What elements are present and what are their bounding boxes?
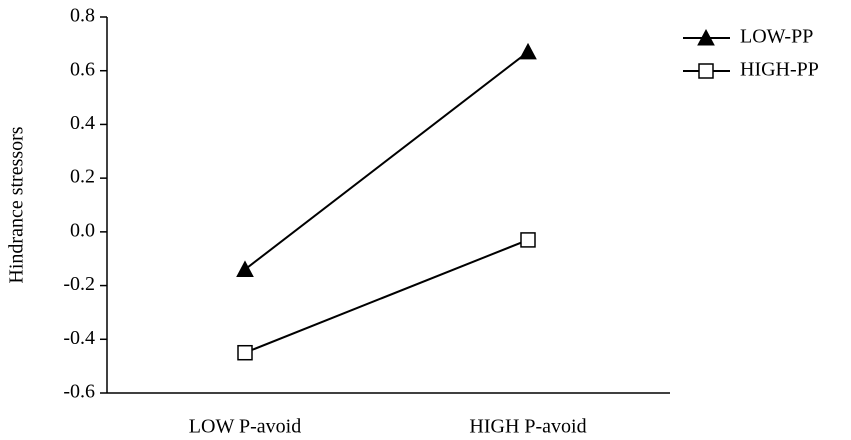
y-tick-label: 0.0 bbox=[70, 219, 95, 241]
data-point bbox=[519, 42, 537, 60]
y-axis-label: Hindrance stressors bbox=[6, 126, 28, 283]
data-point bbox=[237, 344, 253, 361]
data-point bbox=[520, 232, 536, 248]
x-tick-label: LOW P-avoid bbox=[189, 416, 301, 438]
y-tick-label: 0.8 bbox=[70, 5, 95, 27]
legend-label: HIGH-PP bbox=[740, 59, 819, 81]
y-tick-label: -0.6 bbox=[63, 381, 95, 403]
y-tick-label: 0.4 bbox=[70, 112, 95, 134]
y-tick-label: -0.4 bbox=[63, 327, 95, 349]
series-line bbox=[244, 51, 529, 271]
y-tick-label: -0.2 bbox=[63, 273, 95, 295]
legend-marker bbox=[698, 63, 714, 79]
x-tick-label: HIGH P-avoid bbox=[469, 416, 586, 438]
legend-label: LOW-PP bbox=[740, 26, 813, 48]
series-line bbox=[244, 238, 529, 354]
legend-marker bbox=[697, 28, 715, 46]
y-tick-label: 0.2 bbox=[70, 166, 95, 188]
y-tick-label: 0.6 bbox=[70, 58, 95, 80]
data-point bbox=[236, 260, 254, 277]
